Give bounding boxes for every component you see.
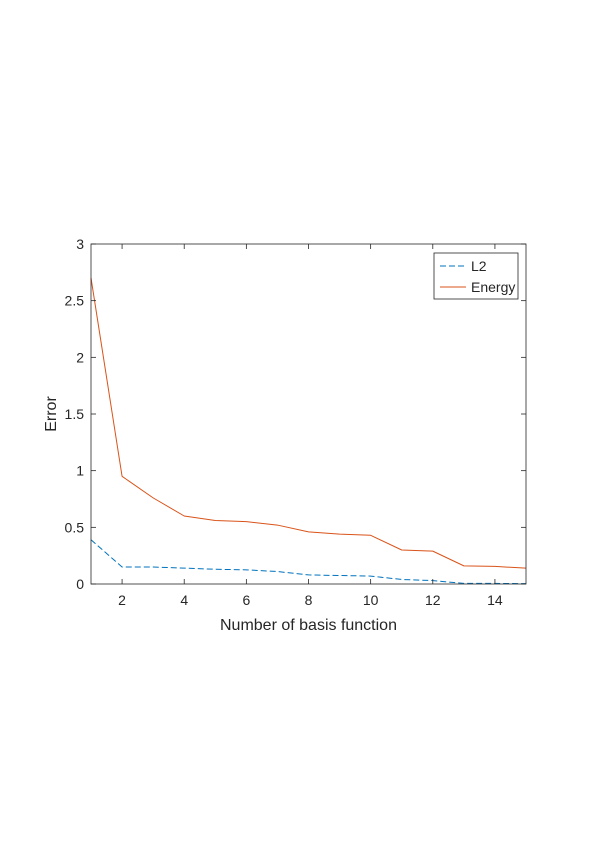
y-tick-label: 2.5 <box>65 293 85 309</box>
y-tick-label: 1 <box>76 463 84 479</box>
y-axis-label: Error <box>43 396 60 432</box>
legend-box <box>433 252 519 300</box>
x-axis-label: Number of basis function <box>220 617 397 634</box>
x-tick-label: 14 <box>487 592 503 608</box>
y-tick-label: 0 <box>76 576 84 592</box>
x-tick-label: 12 <box>425 592 441 608</box>
ticks-layer: 2 4 6 8 10 12 14 0 0.5 1 1.5 2 2.5 3 <box>65 236 526 608</box>
x-tick-label: 2 <box>118 592 126 608</box>
x-tick-label: 8 <box>305 592 313 608</box>
series-layer <box>90 277 527 585</box>
x-tick-label: 10 <box>363 592 379 608</box>
series-line-energy <box>90 277 527 569</box>
y-tick-label: 0.5 <box>65 519 85 535</box>
x-tick-label: 6 <box>242 592 250 608</box>
legend: L2 Energy <box>433 252 519 300</box>
y-tick-label: 1.5 <box>65 406 85 422</box>
plot-background <box>91 244 526 584</box>
y-tick-label: 3 <box>76 236 84 252</box>
y-tick-label: 2 <box>76 349 84 365</box>
legend-label-energy: Energy <box>471 279 515 295</box>
x-tick-label: 4 <box>180 592 188 608</box>
legend-label-l2: L2 <box>471 258 487 274</box>
series-line-l2 <box>90 539 527 585</box>
